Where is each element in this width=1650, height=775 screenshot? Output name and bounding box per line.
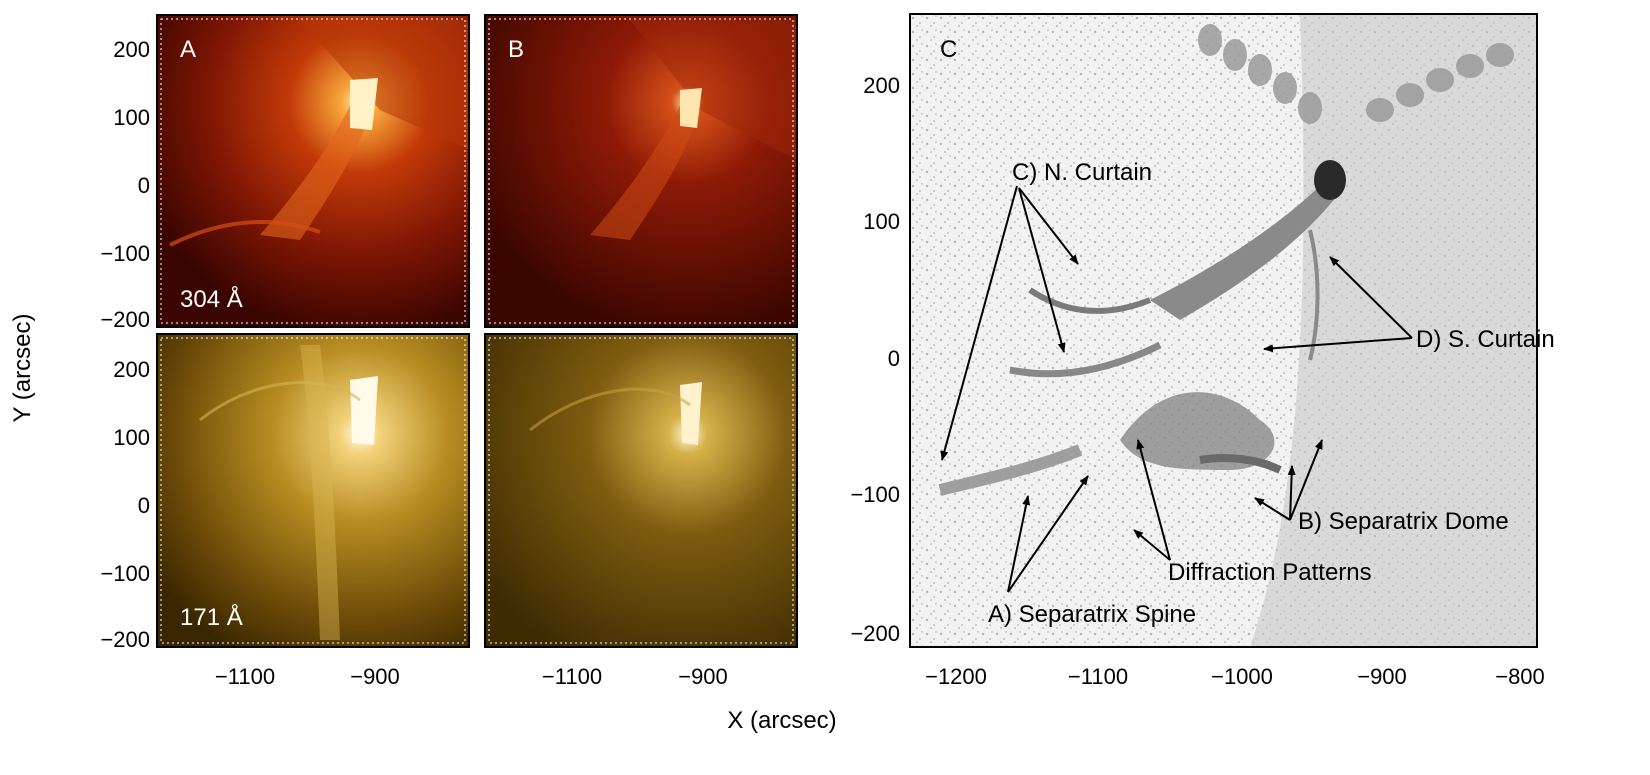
y-tick: −200 — [100, 307, 150, 332]
y-tick: −100 — [850, 482, 900, 507]
x-tick: −1100 — [1068, 664, 1128, 689]
wavelength-171-label: 171 Å — [180, 603, 243, 631]
right-x-ticks: −1200 −1100 −1000 −900 −800 — [925, 664, 1545, 689]
left-bottom-y-ticks: 200 100 0 −100 −200 — [100, 357, 150, 652]
wavelength-304-label: 304 Å — [180, 285, 243, 313]
y-tick: 200 — [113, 37, 150, 62]
panel-a-304 — [156, 14, 470, 328]
x-tick: −1100 — [542, 664, 602, 689]
panel-c-grayscale — [909, 13, 1538, 648]
annotation-diffraction: Diffraction Patterns — [1168, 559, 1372, 586]
x-tick: −900 — [350, 664, 400, 689]
y-tick: 100 — [113, 105, 150, 130]
panel-c-label: C — [940, 36, 957, 63]
y-tick: −100 — [100, 241, 150, 266]
left-x-ticks: −1100 −900 −1100 −900 — [215, 664, 728, 689]
right-y-ticks: 200 100 0 −100 −200 — [850, 73, 900, 646]
y-tick: 200 — [113, 357, 150, 382]
y-tick: −200 — [100, 627, 150, 652]
annotation-s-curtain: D) S. Curtain — [1416, 326, 1555, 353]
y-tick: −200 — [850, 621, 900, 646]
x-tick: −1000 — [1211, 664, 1273, 689]
x-axis-title: X (arcsec) — [727, 707, 836, 734]
x-tick: −1200 — [925, 664, 987, 689]
y-tick: 100 — [113, 425, 150, 450]
y-tick: 0 — [138, 173, 150, 198]
panel-b-label: B — [508, 36, 524, 63]
x-tick: −900 — [678, 664, 728, 689]
annotation-separatrix-dome: B) Separatrix Dome — [1298, 508, 1509, 535]
annotation-arrows — [940, 185, 1413, 593]
y-tick: 0 — [888, 346, 900, 371]
x-tick: −1100 — [215, 664, 275, 689]
left-top-y-ticks: 200 100 0 −100 −200 — [100, 37, 150, 332]
panel-a-label: A — [180, 36, 196, 63]
panel-b-171 — [484, 333, 798, 648]
annotation-separatrix-spine: A) Separatrix Spine — [988, 601, 1196, 628]
annotation-n-curtain: C) N. Curtain — [1012, 159, 1152, 186]
y-tick: −100 — [100, 561, 150, 586]
panel-b-304 — [484, 14, 798, 328]
y-tick: 100 — [863, 209, 900, 234]
x-tick: −900 — [1357, 664, 1407, 689]
y-axis-title: Y (arcsec) — [9, 314, 36, 423]
y-tick: 0 — [138, 493, 150, 518]
x-tick: −800 — [1495, 664, 1545, 689]
panel-a-171 — [156, 333, 470, 648]
y-tick: 200 — [863, 73, 900, 98]
